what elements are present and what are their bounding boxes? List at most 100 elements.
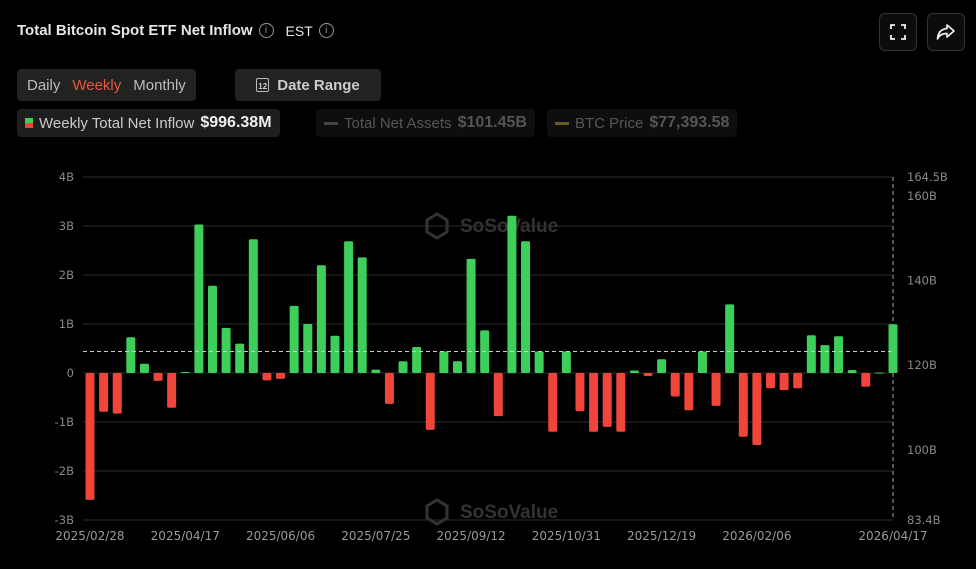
legend-label: Total Net Assets	[344, 114, 452, 132]
legend-swatch-icon	[25, 118, 33, 128]
y2-tick-label: 100B	[907, 443, 937, 457]
bar	[888, 324, 898, 373]
timezone-label: EST	[285, 22, 313, 39]
y-tick-label: 1B	[59, 317, 74, 331]
title-text: Total Bitcoin Spot ETF Net Inflow	[17, 22, 253, 39]
x-tick-label: 2025/10/31	[532, 529, 601, 543]
x-tick-label: 2025/12/19	[627, 529, 696, 543]
bar	[521, 241, 531, 373]
bar	[276, 373, 286, 379]
fullscreen-icon	[890, 24, 906, 40]
bar	[289, 305, 299, 373]
y-tick-label: 4B	[59, 170, 74, 184]
bar	[384, 373, 394, 404]
x-tick-label: 2026/04/17	[858, 529, 927, 543]
bar	[167, 373, 177, 408]
bar	[425, 373, 435, 430]
x-tick-label: 2025/09/12	[436, 529, 505, 543]
legend-btc-price[interactable]: BTC Price $77,393.58	[547, 109, 738, 137]
date-range-label: Date Range	[277, 76, 360, 94]
info-icon[interactable]: i	[258, 23, 274, 38]
bar	[834, 336, 844, 373]
bar	[194, 224, 204, 373]
bar	[85, 373, 95, 500]
period-daily[interactable]: Daily	[27, 76, 61, 94]
x-tick-label: 2025/06/06	[246, 529, 315, 543]
bar	[398, 361, 408, 373]
bar	[561, 351, 571, 373]
legend-value: $77,393.58	[649, 114, 730, 131]
bar	[847, 370, 857, 373]
timezone-info-icon[interactable]: i	[318, 23, 334, 38]
legend-swatch-icon	[324, 121, 338, 125]
bar	[493, 373, 503, 417]
legend-net-inflow[interactable]: Weekly Total Net Inflow $996.38M	[17, 109, 280, 137]
bar	[657, 359, 667, 373]
y2-tick-label: 160B	[907, 189, 937, 203]
bar	[766, 373, 776, 389]
bar	[180, 372, 190, 374]
x-tick-label: 2025/07/25	[341, 529, 410, 543]
y2-tick-label: 120B	[907, 358, 937, 372]
period-weekly[interactable]: Weekly	[72, 76, 122, 94]
legend-value: $996.38M	[200, 114, 272, 131]
x-tick-label: 2025/04/17	[151, 529, 220, 543]
watermark-text: SoSoValue	[460, 502, 558, 523]
share-button[interactable]	[927, 13, 965, 51]
bar	[126, 337, 136, 373]
legend-total-net-assets[interactable]: Total Net Assets $101.45B	[316, 109, 535, 137]
bar	[439, 351, 449, 373]
fullscreen-button[interactable]	[879, 13, 917, 51]
y-tick-label: -1B	[55, 415, 74, 429]
bar	[99, 373, 109, 412]
bar	[357, 257, 367, 373]
bar	[262, 373, 272, 381]
y2-tick-label: 164.5B	[907, 170, 948, 184]
bar	[303, 324, 313, 373]
y-tick-label: 2B	[59, 268, 74, 282]
bar	[629, 370, 639, 373]
bar	[112, 373, 122, 414]
watermark-logo-icon	[425, 212, 449, 240]
bar	[684, 373, 694, 411]
watermark-logo-icon	[425, 498, 449, 526]
x-tick-label: 2026/02/06	[722, 529, 791, 543]
legend-label: Weekly Total Net Inflow	[39, 114, 195, 132]
y-tick-label: -2B	[55, 464, 74, 478]
date-range-button[interactable]: 12 Date Range	[235, 69, 381, 101]
bar	[725, 304, 735, 373]
share-icon	[936, 24, 955, 40]
legend-swatch-icon	[555, 121, 569, 125]
y-tick-label: 3B	[59, 219, 74, 233]
y2-tick-label: 83.4B	[907, 513, 941, 527]
y-tick-label: 0	[67, 366, 74, 380]
bar	[207, 285, 217, 373]
bar	[548, 373, 558, 432]
bar	[874, 372, 884, 374]
bar	[507, 215, 517, 373]
bar	[806, 335, 816, 373]
bar	[344, 241, 354, 373]
period-monthly[interactable]: Monthly	[133, 76, 186, 94]
bar	[670, 373, 680, 397]
bar	[602, 373, 612, 427]
bar	[575, 373, 585, 412]
bar	[139, 363, 149, 373]
bar	[589, 373, 599, 432]
bar	[412, 347, 422, 373]
bar	[861, 373, 871, 387]
bar	[235, 343, 245, 373]
legend-value: $101.45B	[457, 114, 527, 131]
y-tick-label: -3B	[55, 513, 74, 527]
calendar-icon: 12	[256, 78, 270, 92]
bar	[752, 373, 762, 446]
bar	[153, 373, 163, 381]
bar	[779, 373, 789, 391]
bar	[316, 265, 326, 373]
bar	[738, 373, 748, 437]
x-tick-label: 2025/02/28	[55, 529, 124, 543]
period-selector: Daily Weekly Monthly	[17, 69, 196, 101]
bar	[697, 351, 707, 373]
bar	[643, 373, 653, 376]
